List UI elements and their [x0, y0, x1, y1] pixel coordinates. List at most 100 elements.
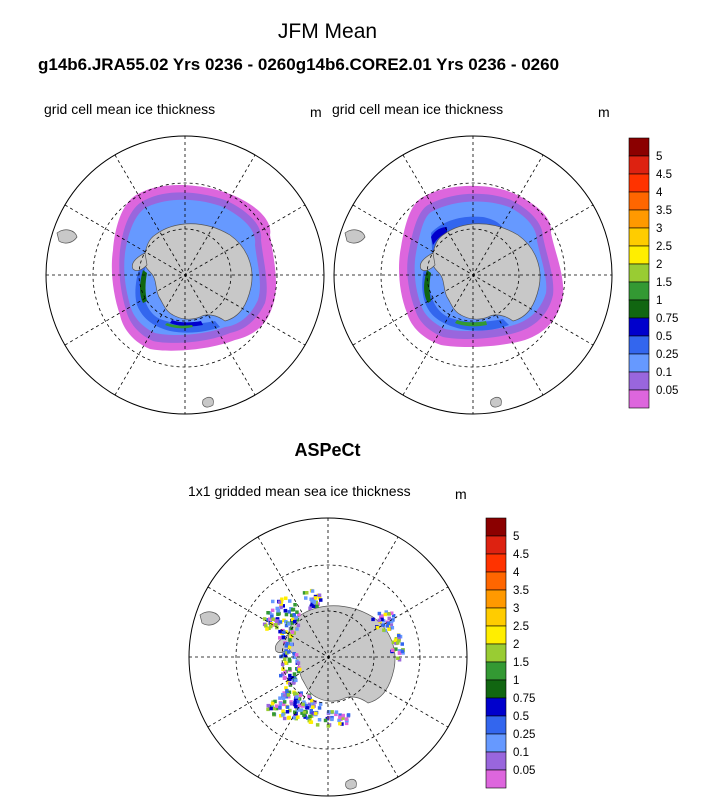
- observation-cell: [390, 626, 395, 630]
- observation-cell: [371, 617, 375, 622]
- observation-cell: [315, 723, 320, 727]
- observation-cell: [318, 702, 323, 706]
- colorbar-tick-label: 3.5: [513, 585, 529, 597]
- observation-cell: [290, 617, 295, 622]
- observation-cell: [295, 627, 299, 631]
- observation-cell: [269, 706, 273, 711]
- observation-cell: [284, 649, 288, 653]
- observation-cell: [314, 600, 318, 605]
- observation-cell: [288, 599, 292, 603]
- observation-cell: [296, 669, 301, 674]
- observation-cell: [282, 694, 287, 698]
- colorbar-tick-label: 5: [656, 151, 662, 163]
- observation-cell: [293, 698, 298, 703]
- colorbar-tick-label: 4.5: [513, 549, 529, 561]
- antarctica-land: [56, 223, 253, 408]
- panel1-units: m: [310, 104, 322, 120]
- observation-cell: [292, 615, 296, 620]
- new-zealand: [345, 778, 357, 790]
- observation-cell: [285, 642, 289, 646]
- colorbar-tick-label: 0.75: [513, 693, 535, 705]
- observation-cell: [294, 653, 299, 657]
- ice-level-1: [165, 323, 193, 329]
- colorbar-swatch: [628, 263, 650, 283]
- observation-cell: [327, 710, 331, 714]
- observation-cell: [393, 638, 398, 642]
- observation-cell: [293, 710, 297, 714]
- observation-cell: [269, 624, 273, 629]
- graticule: [189, 518, 467, 796]
- ice-level-0.5c: [422, 265, 509, 331]
- observation-cell: [390, 611, 394, 615]
- observation-cell: [310, 698, 314, 703]
- observation-cell: [308, 720, 313, 724]
- observation-cell: [341, 713, 345, 718]
- observation-cell: [283, 661, 288, 665]
- observation-cell: [281, 672, 285, 676]
- observation-cell: [318, 596, 322, 600]
- observation-cell: [287, 610, 291, 614]
- observation-cell: [264, 624, 268, 628]
- observation-cell: [308, 606, 312, 610]
- colorbar-swatch: [485, 751, 507, 771]
- observation-cell: [344, 721, 349, 726]
- new-zealand: [490, 396, 502, 408]
- observation-cell: [270, 701, 275, 706]
- observation-cell: [317, 593, 322, 597]
- observation-cell: [287, 657, 292, 661]
- observation-cell: [385, 624, 389, 628]
- observation-cell: [270, 614, 274, 619]
- observation-cell: [304, 704, 309, 708]
- observation-cell: [282, 702, 286, 707]
- observation-cell: [301, 702, 305, 707]
- observation-cell: [292, 613, 296, 617]
- panel1-title: grid cell mean ice thickness: [44, 101, 216, 117]
- colorbar-swatch: [628, 191, 650, 211]
- observation-cell: [293, 619, 297, 624]
- aspect-title: ASPeCt: [294, 440, 361, 460]
- colorbar-bottom: 5 4.5 4 3.5 3 2.5 2 1.5 1 0.75 0.5 0.25 0.1 0.05: [485, 517, 535, 789]
- observation-cell: [287, 645, 292, 649]
- observation-cell: [276, 621, 281, 626]
- observation-cell: [334, 710, 339, 714]
- figure-title: JFM Mean: [277, 20, 378, 43]
- observation-cell: [326, 724, 331, 728]
- observation-cell: [293, 702, 297, 707]
- colorbar-swatch: [628, 335, 650, 355]
- observation-cell: [286, 680, 290, 685]
- observation-cell: [287, 695, 291, 699]
- aspect-observations: [262, 588, 405, 728]
- observation-cell: [290, 621, 294, 625]
- observation-cell: [275, 619, 279, 623]
- graticule: [334, 136, 612, 414]
- observation-cell: [310, 603, 314, 607]
- observation-cell: [291, 681, 296, 685]
- observation-cell: [306, 716, 310, 720]
- observation-cell: [391, 640, 396, 644]
- colorbar-tick-label: 1: [656, 295, 662, 307]
- observation-cell: [307, 694, 311, 699]
- colorbar-swatch: [485, 661, 507, 681]
- ice-level-0.75: [140, 270, 147, 303]
- observation-cell: [387, 612, 391, 616]
- observation-cell: [312, 600, 316, 604]
- observation-cell: [394, 647, 398, 651]
- colorbar-top: 5 4.5 4 3.5 3 2.5 2 1.5 1 0.75 0.5 0.25 0.1 0.05: [628, 137, 678, 409]
- observation-cell: [309, 708, 313, 713]
- observation-cell: [292, 672, 297, 676]
- colorbar-swatch: [628, 227, 650, 247]
- observation-cell: [283, 641, 287, 645]
- observation-cell: [292, 655, 296, 660]
- colorbar-swatch: [628, 209, 650, 229]
- panel2-units: m: [598, 104, 610, 120]
- observation-cell: [289, 702, 294, 706]
- observation-cell: [271, 623, 276, 627]
- observation-cell: [296, 623, 301, 628]
- observation-cell: [282, 716, 287, 721]
- observation-cell: [300, 711, 304, 715]
- observation-cell: [284, 596, 288, 600]
- colorbar-tick-label: 0.25: [656, 349, 678, 361]
- observation-cell: [337, 718, 341, 723]
- colorbar-tick-label: 1.5: [513, 657, 529, 669]
- observation-cell: [280, 662, 285, 667]
